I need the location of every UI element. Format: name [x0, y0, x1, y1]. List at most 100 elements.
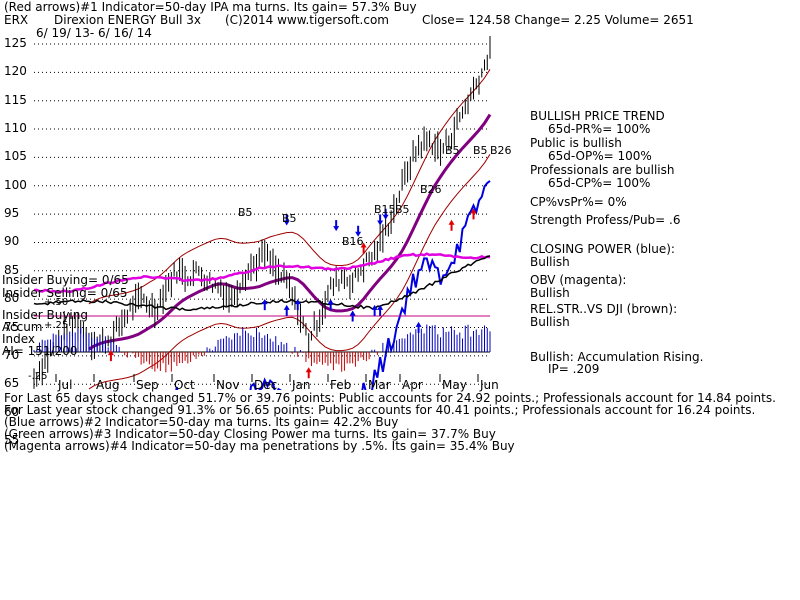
- signal-label-b5-5: B5: [473, 144, 488, 157]
- month-label: Mar: [368, 378, 391, 392]
- footer-65day: For Last 65 days stock changed 51.7% or …: [4, 391, 776, 405]
- blue-up-arrow: [349, 310, 356, 322]
- insider-selling-count: Insider Selling= 0/65: [2, 286, 128, 300]
- obv-line: [33, 252, 491, 294]
- ip-value: IP= .209: [548, 362, 600, 376]
- copyright: (C)2014 www.tigersoft.com: [225, 13, 389, 27]
- closing-power-title: CLOSING POWER (blue):: [530, 242, 675, 256]
- insider-buying-label: Insider Buying: [2, 308, 88, 322]
- cp-value: 65d-CP%= 100%: [548, 176, 651, 190]
- y-tick-label: 110: [4, 121, 27, 136]
- trend-title: BULLISH PRICE TREND: [530, 109, 665, 123]
- footer-magenta-arrows: (Magenta arrows)#4 Indicator=50-day ma p…: [4, 439, 515, 453]
- month-label: Sep: [136, 378, 159, 392]
- blue-up-arrow: [415, 321, 422, 333]
- y-tick-label: 125: [4, 36, 27, 50]
- blue-up-arrow: [371, 304, 378, 316]
- signal-label-b15: B15: [374, 203, 396, 216]
- y-tick-label: 80: [4, 291, 20, 306]
- month-label: May: [442, 378, 467, 392]
- month-label: Oct: [174, 378, 195, 392]
- y-tick-label: 55: [4, 432, 20, 447]
- blue-up-arrow: [283, 304, 290, 316]
- blue-down-arrow: [283, 214, 290, 226]
- index-label: Index: [2, 332, 36, 346]
- blue-up-arrow: [377, 304, 384, 316]
- y-tick-label: 115: [4, 92, 27, 107]
- stock-name: Direxion ENERGY Bull 3x: [54, 13, 201, 27]
- closing-power-status: Bullish: [530, 255, 570, 269]
- month-label: Nov: [216, 378, 240, 392]
- quote-line: Close= 124.58 Change= 2.25 Volume= 2651: [422, 13, 694, 27]
- signal-label-b26-1: B26: [420, 183, 442, 196]
- public-status: Public is bullish: [530, 136, 622, 150]
- pr-value: 65d-PR%= 100%: [548, 122, 651, 136]
- blue-down-arrow: [377, 214, 384, 226]
- signal-label-b5-2: B5: [282, 212, 297, 225]
- blue-down-arrow: [333, 220, 340, 232]
- strength-ratio: Strength Profess/Pub= .6: [530, 213, 681, 227]
- closing-power-line: [175, 180, 491, 390]
- y-tick-label: 90: [4, 234, 20, 249]
- gridlines: [34, 43, 490, 385]
- blue-up-arrow: [261, 299, 268, 311]
- accum-label: Accum: [2, 320, 43, 334]
- symbol-label: ERX: [4, 13, 29, 27]
- footer-blue-arrows: (Blue arrows)#2 Indicator=50-day ma turn…: [4, 415, 399, 429]
- signal-label-b26-2: B26: [490, 144, 512, 157]
- obv-status: Bullish: [530, 286, 570, 300]
- signal-label-b5-1: B5: [238, 206, 253, 219]
- accumulation-bars: [33, 324, 491, 373]
- cp-vs-pr: CP%vsPr%= 0%: [530, 195, 627, 209]
- blue-down-arrow: [355, 225, 362, 237]
- month-label: Aug: [96, 378, 120, 392]
- date-range: 6/ 19/ 13- 6/ 16/ 14: [36, 26, 152, 40]
- indicator-1-line: (Red arrows)#1 Indicator=50-day IPA ma t…: [4, 0, 417, 14]
- obv-title: OBV (magenta):: [530, 273, 627, 287]
- signal-label-b16: B16: [342, 235, 364, 248]
- y-tick-label: 85: [4, 262, 20, 277]
- month-label: Feb: [330, 378, 352, 392]
- relstr-status: Bullish: [530, 315, 570, 329]
- lower-band: [88, 154, 491, 390]
- red-up-arrow: [448, 219, 455, 231]
- red-up-arrow: [107, 350, 114, 362]
- y-tick-label: 95: [4, 206, 20, 221]
- signal-arrows: [107, 208, 477, 379]
- op-value: 65d-OP%= 100%: [548, 149, 652, 163]
- pros-status: Professionals are bullish: [530, 163, 675, 177]
- y-tick-label: 60: [4, 404, 20, 419]
- month-label: Dec: [254, 378, 278, 392]
- accum-status: Bullish: Accumulation Rising.: [530, 350, 704, 364]
- month-label: Apr: [402, 378, 423, 392]
- footer-year: For Last year stock changed 91.3% or 56.…: [4, 403, 756, 417]
- red-up-arrow: [360, 242, 367, 254]
- insider-buying-count: Insider Buying= 0/65: [2, 273, 129, 287]
- y-tick-label: 65: [4, 376, 20, 391]
- blue-up-arrow: [294, 299, 301, 311]
- y-tick-label: 75: [4, 319, 20, 334]
- minus-25-label: -.25: [28, 371, 48, 382]
- blue-up-arrow: [327, 299, 334, 311]
- ai-label: AI= 151/200: [2, 344, 78, 358]
- relstr-line: [33, 255, 491, 317]
- signal-label-b5-3: B5: [395, 203, 410, 216]
- y-tick-label: 105: [4, 149, 27, 164]
- month-label: Jan: [292, 378, 311, 392]
- y-tick-label: 70: [4, 347, 20, 362]
- relstr-path: [33, 255, 491, 311]
- red-up-arrow: [305, 367, 312, 379]
- month-ticks: [55, 374, 479, 382]
- minus-50-label: +.50: [44, 297, 69, 308]
- y-tick-label: 100: [4, 177, 27, 192]
- month-label: Jun: [480, 378, 499, 392]
- signal-label-b5-4: B5: [445, 144, 460, 157]
- relstr-title: REL.STR..VS DJI (brown):: [530, 302, 678, 316]
- closing-power-path: [175, 180, 491, 390]
- price-bars: [33, 35, 491, 389]
- footer-green-arrows: (Green arrows)#3 Indicator=50-day Closin…: [4, 427, 496, 441]
- obv-path: [33, 252, 491, 294]
- y-tick-label: 120: [4, 64, 27, 79]
- plus-25-label: +.25: [44, 320, 69, 331]
- red-up-arrow: [470, 208, 477, 220]
